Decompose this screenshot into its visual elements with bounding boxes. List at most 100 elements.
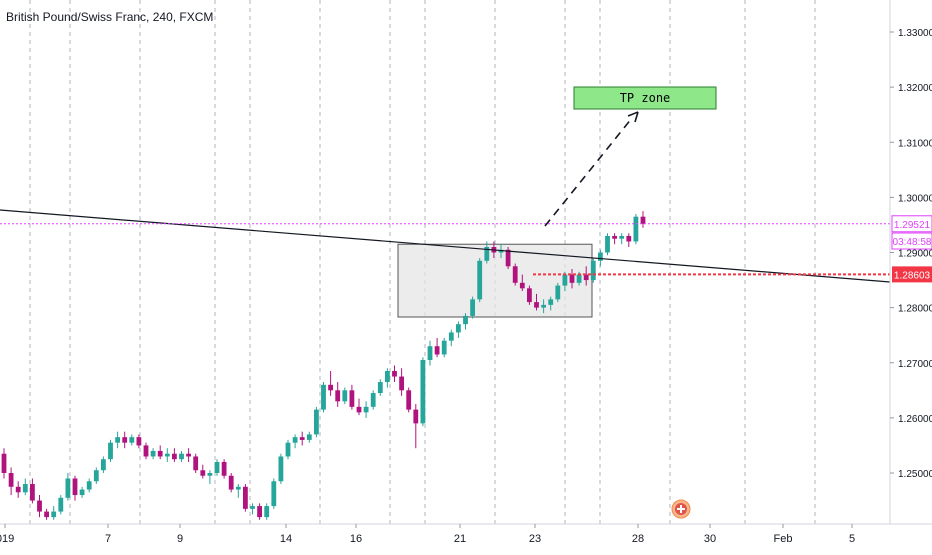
candle-body — [434, 346, 440, 355]
candle-body — [79, 489, 85, 496]
candle-body — [164, 453, 170, 457]
candle — [278, 453, 284, 485]
candle-body — [115, 437, 120, 443]
price-tick-label: 1.32000 — [898, 83, 932, 94]
candle-body — [157, 450, 163, 457]
candle-body — [58, 497, 64, 512]
candle — [164, 448, 170, 462]
chart-title: British Pound/Swiss Franc, 240, FXCM — [6, 10, 214, 24]
candle-body — [72, 478, 78, 496]
price-tick-label: 1.29000 — [898, 249, 932, 260]
candle — [86, 478, 92, 493]
consolidation-box — [397, 243, 593, 318]
candle-body — [15, 486, 21, 493]
candle-body — [250, 506, 255, 509]
time-tick-label: 9 — [177, 533, 183, 545]
candle-body — [86, 481, 92, 490]
candle — [519, 274, 525, 292]
candle-body — [200, 470, 206, 476]
candle-body — [349, 390, 355, 407]
candle — [505, 246, 511, 270]
candle — [150, 448, 156, 460]
candle — [321, 382, 326, 413]
candle — [633, 213, 639, 245]
tp-zone-box[interactable]: TP zone — [573, 86, 717, 110]
candle — [257, 503, 262, 520]
candle-body — [65, 478, 71, 498]
candle — [200, 464, 206, 479]
candle-body — [150, 450, 156, 457]
time-tick-label: 28 — [632, 533, 644, 545]
candle-body — [527, 288, 532, 303]
time-tick-label: 019 — [0, 533, 14, 545]
projection-arrow-line[interactable] — [544, 117, 633, 227]
candle-body — [1, 453, 7, 473]
candle — [363, 401, 369, 418]
candle-body — [243, 486, 248, 509]
candle-body — [626, 235, 632, 242]
price-tick-label: 1.30000 — [898, 193, 932, 204]
candle-body — [534, 302, 539, 308]
candle-body — [314, 409, 319, 435]
candle — [392, 365, 397, 383]
price-axis: 1.33000 1.32000 1.31000 1.30000 1.29000 1.280… — [889, 0, 932, 524]
candle — [299, 431, 305, 446]
candle — [342, 387, 348, 405]
price-tick-label: 1.27000 — [898, 359, 932, 370]
candle-body — [377, 382, 383, 394]
time-tick-label: 30 — [704, 533, 716, 545]
countdown-badge-bg — [891, 232, 932, 250]
candle — [65, 473, 71, 501]
candle-body — [321, 384, 326, 410]
time-tick-label: Feb — [774, 533, 793, 545]
price-tick-label: 1.26000 — [898, 414, 932, 425]
candle — [541, 299, 546, 314]
candle — [228, 473, 234, 493]
candle-body — [441, 340, 447, 355]
candle-body — [548, 299, 554, 305]
candle — [477, 258, 483, 303]
candle-body — [285, 442, 291, 457]
candle-body — [633, 216, 639, 242]
candle-body — [463, 315, 468, 325]
candle-body — [214, 461, 220, 473]
candle-body — [541, 304, 546, 308]
candle-body — [619, 235, 625, 239]
candle — [534, 293, 539, 311]
candle-body — [335, 390, 341, 402]
candle-body — [278, 456, 284, 482]
candle — [115, 431, 120, 449]
candle — [172, 448, 177, 462]
candle-body — [598, 252, 603, 261]
candle-body — [101, 459, 106, 471]
candle-body — [640, 216, 646, 224]
trendline[interactable] — [0, 209, 891, 283]
candle — [434, 337, 440, 358]
price-tick-label: 1.28000 — [898, 304, 932, 315]
candle — [157, 445, 163, 460]
candle — [590, 258, 596, 283]
candle-body — [257, 506, 262, 518]
candle-body — [122, 437, 128, 443]
countdown-label: 03:48:58 — [893, 237, 932, 248]
candle — [143, 442, 149, 460]
candle — [612, 233, 617, 245]
support-price-badge: 1.28603 — [892, 266, 932, 283]
candle — [406, 387, 412, 413]
time-tick-label: 23 — [529, 533, 541, 545]
candle-body — [484, 246, 490, 261]
candle — [30, 478, 35, 504]
time-tick-label: 14 — [280, 533, 292, 545]
candle-body — [427, 346, 433, 360]
candle-body — [555, 285, 561, 300]
event-marker-icon[interactable] — [671, 499, 691, 519]
candle-body — [342, 390, 348, 402]
candle — [555, 282, 561, 303]
candle — [250, 503, 255, 515]
candle-body — [385, 371, 390, 383]
candle — [37, 495, 42, 518]
candle — [413, 404, 419, 449]
candle — [186, 448, 191, 462]
